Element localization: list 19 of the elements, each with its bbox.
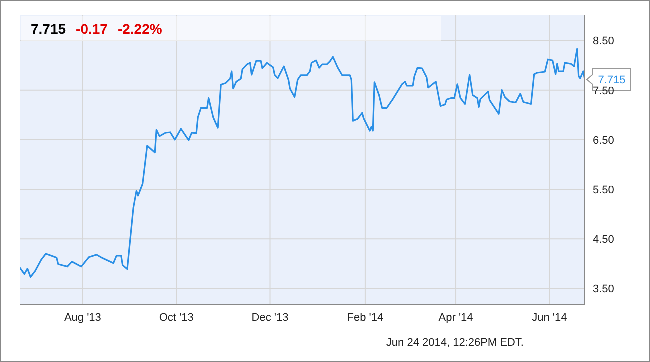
y-tick-label: 7.50	[593, 85, 614, 98]
text: Jun 24 2014, 12:26PM EDT.	[386, 337, 524, 349]
x-tick-label: Feb '14	[347, 312, 384, 324]
y-tick-label: 8.50	[593, 36, 614, 48]
header-panel: 7.715 -0.17 -2.22%	[21, 16, 441, 41]
chart-title: 7.715	[31, 20, 66, 36]
y-tick-label: 5.50	[593, 184, 614, 196]
x-tick-label: Aug '13	[64, 312, 102, 324]
x-tick-label: Jun '14	[532, 312, 568, 324]
annotation: 7.715	[598, 74, 626, 87]
x-tick-label: Dec '13	[252, 312, 289, 324]
x-tick-label: Apr '14	[438, 312, 474, 324]
y-tick-label: 6.50	[593, 134, 614, 147]
annotation: -2.22%	[118, 20, 162, 36]
annotation: -0.17	[76, 20, 108, 36]
y-tick-label: 4.50	[593, 234, 614, 246]
y-tick-label: 3.50	[593, 284, 614, 296]
line-series	[20, 48, 585, 278]
x-tick-label: Oct '13	[159, 312, 194, 324]
